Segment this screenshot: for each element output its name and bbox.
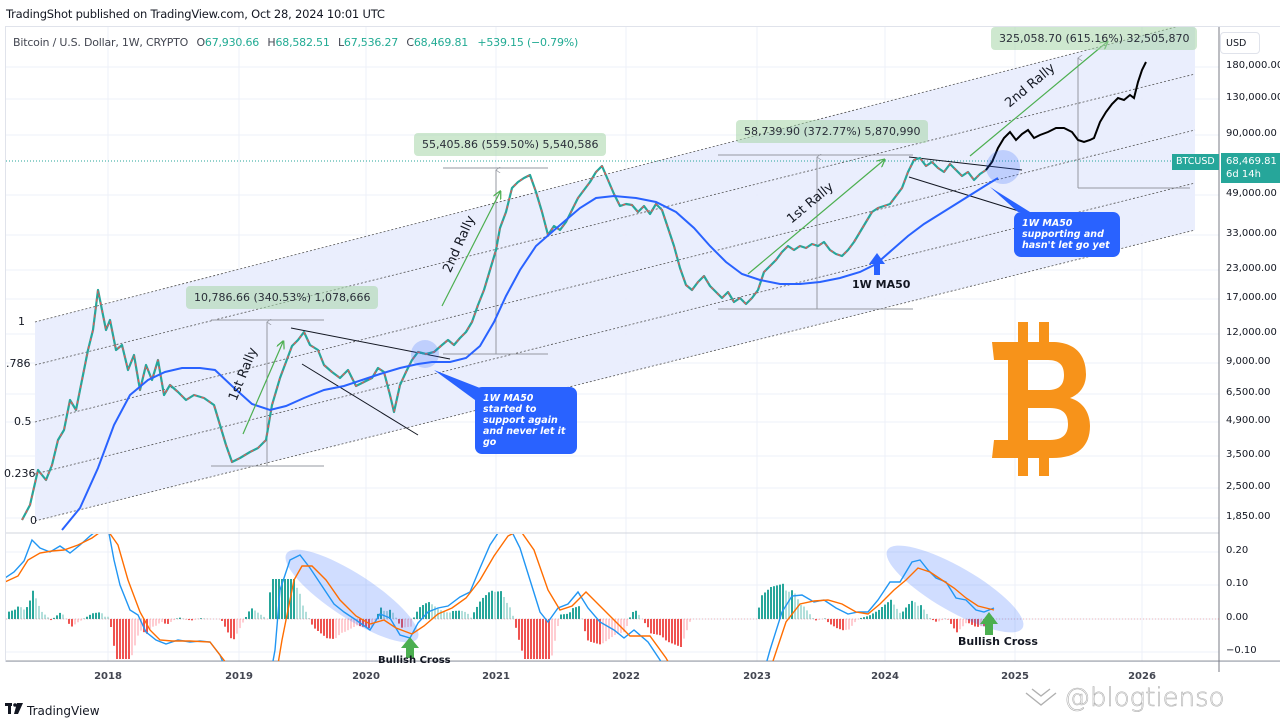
- ma50-line: [61, 177, 999, 531]
- close-label: C: [406, 36, 414, 49]
- ma50-arrow-icon: [869, 253, 885, 275]
- price-tick: 90,000.00: [1226, 128, 1277, 139]
- callout-2-pointer: [990, 187, 1030, 212]
- low-label: L: [337, 36, 344, 49]
- bullish-cross-arrow-icon: [980, 612, 998, 635]
- fib-level-label: 0.5: [14, 415, 32, 428]
- time-tick: 2024: [871, 671, 899, 682]
- support-highlight-2024: [986, 150, 1020, 184]
- open-value: 67,930.66: [204, 36, 260, 49]
- fib-level-label: 0.236: [4, 467, 36, 480]
- callout-ma50-support-2024: 1W MA50 supporting and hasn't let go yet: [1014, 212, 1120, 257]
- price-tick: 3,500.00: [1226, 449, 1271, 460]
- price-tick: 33,000.00: [1226, 228, 1277, 239]
- rally-arrows: [242, 42, 1107, 435]
- fib-level-label: .786: [6, 357, 31, 370]
- fib-level-label: 1: [18, 315, 25, 328]
- measure-label-4: 325,058.70 (615.16%) 32,505,870: [991, 27, 1198, 50]
- price-tick: 12,000.00: [1226, 327, 1277, 338]
- tradingview-logo[interactable]: TradingView: [5, 703, 100, 718]
- time-tick: 2023: [743, 671, 771, 682]
- symbol-legend[interactable]: Bitcoin / U.S. Dollar, 1W, CRYPTO O67,93…: [13, 36, 578, 49]
- price-tick: 1,850.00: [1226, 511, 1271, 522]
- price-tick: 6,500.00: [1226, 387, 1271, 398]
- time-tick: 2020: [352, 671, 380, 682]
- measure-label-2: 55,405.86 (559.50%) 5,540,586: [414, 133, 607, 156]
- callout-1-pointer: [434, 370, 480, 400]
- callout-ma50-support-2020: 1W MA50 started to support again and nev…: [475, 387, 577, 454]
- time-tick: 2026: [1128, 671, 1156, 682]
- price-tick: 2,500.00: [1226, 481, 1271, 492]
- fib-level-label: 0: [30, 514, 37, 527]
- ma50-label: 1W MA50: [852, 278, 911, 291]
- symbol-name: Bitcoin / U.S. Dollar, 1W, CRYPTO: [13, 36, 189, 49]
- support-highlight-2020: [411, 340, 439, 368]
- last-price: 68,469.81: [1226, 156, 1277, 167]
- bullish-cross-label-2024: Bullish Cross: [958, 635, 1038, 648]
- price-series-red-overlay: [21, 157, 987, 521]
- price-tick: 17,000.00: [1226, 292, 1277, 303]
- macd-tick: 0.20: [1226, 545, 1249, 556]
- measure-label-1: 10,786.66 (340.53%) 1,078,666: [186, 286, 379, 309]
- measure-label-3: 58,739.90 (372.77%) 5,870,990: [736, 120, 929, 143]
- price-tick: 49,000.00: [1226, 188, 1277, 199]
- price-tick: 4,900.00: [1226, 415, 1271, 426]
- price-tick: 130,000.00: [1226, 92, 1280, 103]
- low-value: 67,536.27: [343, 36, 399, 49]
- close-value: 68,469.81: [413, 36, 469, 49]
- time-tick: 2019: [225, 671, 253, 682]
- bitcoin-logo-icon: [992, 322, 1090, 476]
- time-tick: 2025: [1001, 671, 1029, 682]
- macd-tick: 0.10: [1226, 578, 1249, 589]
- price-tick: 23,000.00: [1226, 263, 1277, 274]
- symbol-tag: BTCUSD: [1172, 154, 1219, 170]
- watermark-text: @blogtienso: [1064, 683, 1225, 714]
- watermark-icon: [1025, 688, 1057, 706]
- macd-histogram: [8, 579, 994, 659]
- bar-countdown: 6d 14h: [1226, 169, 1261, 180]
- projection-line: [985, 61, 1147, 171]
- time-tick: 2022: [612, 671, 640, 682]
- signal-line: [6, 534, 995, 661]
- macd-line: [6, 534, 995, 661]
- last-price-tag: 68,469.81 6d 14h: [1221, 153, 1280, 183]
- open-label: O: [196, 36, 205, 49]
- price-tick: 180,000.00: [1226, 60, 1280, 71]
- macd-tick: 0.00: [1226, 612, 1249, 623]
- fib-channel-fill: [35, 27, 1195, 521]
- tradingview-mark-icon: [5, 703, 23, 718]
- high-label: H: [267, 36, 276, 49]
- fib-channel-lines: [34, 27, 1196, 522]
- time-tick: 2018: [94, 671, 122, 682]
- tradingview-brand: TradingView: [27, 703, 100, 718]
- price-tick: 9,000.00: [1226, 356, 1271, 367]
- currency-button[interactable]: USD: [1220, 32, 1260, 54]
- macd-tick: −0.10: [1226, 645, 1257, 656]
- bullish-cross-label-2020: Bullish Cross: [378, 655, 451, 666]
- publish-info: TradingShot published on TradingView.com…: [6, 7, 385, 21]
- change-value: +539.15 (−0.79%): [477, 36, 579, 49]
- high-value: 68,582.51: [275, 36, 330, 49]
- watermark: @blogtienso: [1024, 683, 1225, 713]
- time-tick: 2021: [482, 671, 510, 682]
- bullish-cross-arrow-icon: [401, 637, 419, 658]
